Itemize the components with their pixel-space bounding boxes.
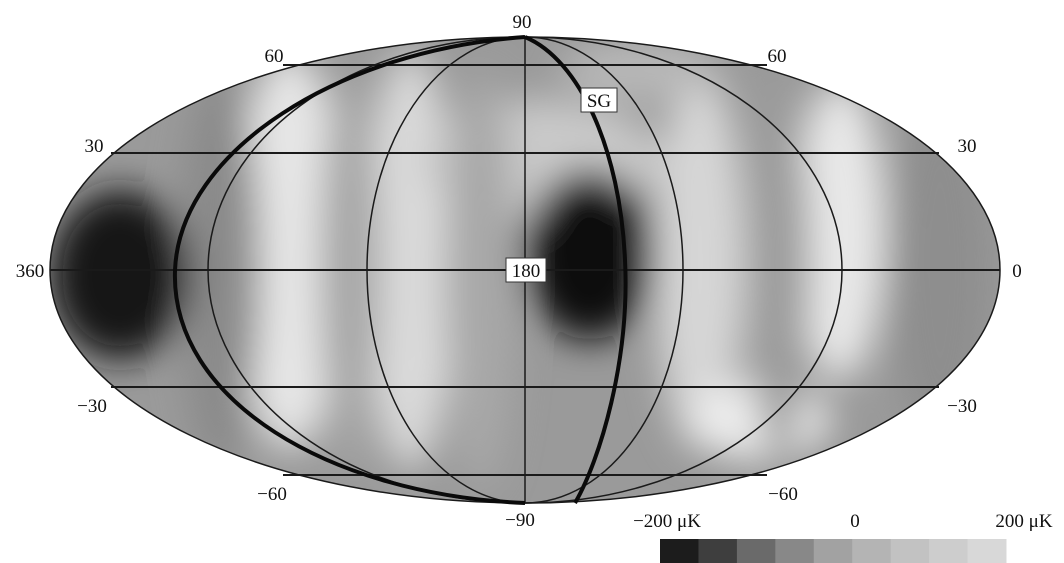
colorbar-swatch <box>929 539 969 563</box>
colorbar-min-label: −200 μK <box>633 511 701 532</box>
lat-label-minus-60-right: −60 <box>768 484 798 505</box>
colorbar-swatch <box>890 539 930 563</box>
supergalactic-plane <box>172 35 628 505</box>
left-edge-label: 360 <box>16 261 45 282</box>
center-label: 180 <box>512 261 541 282</box>
colorbar-max-label: 200 μK <box>995 511 1052 532</box>
sg-label-box: SG <box>580 87 618 113</box>
colorbar-swatch <box>775 539 815 563</box>
center-label-box: 180 <box>505 257 547 283</box>
lat-label-30-left: 30 <box>85 136 104 157</box>
bottom-pole-label: −90 <box>505 510 535 531</box>
colorbar-swatches <box>660 539 1007 563</box>
lat-label-minus-30-right: −30 <box>947 396 977 417</box>
right-edge-label: 0 <box>1012 261 1022 282</box>
colorbar-swatch <box>660 539 699 563</box>
lat-label-60-right: 60 <box>768 46 787 67</box>
colorbar: −200 μK 0 200 μK <box>633 511 1053 563</box>
lat-label-30-right: 30 <box>958 136 977 157</box>
lat-label-minus-30-left: −30 <box>77 396 107 417</box>
colorbar-swatch <box>736 539 776 563</box>
colorbar-swatch <box>967 539 1007 563</box>
colorbar-swatch <box>852 539 892 563</box>
colorbar-swatch <box>813 539 853 563</box>
colorbar-mid-label: 0 <box>850 511 860 532</box>
lat-label-minus-60-left: −60 <box>257 484 287 505</box>
sg-label: SG <box>587 91 612 112</box>
top-pole-label: 90 <box>513 12 532 33</box>
colorbar-swatch <box>698 539 738 563</box>
lat-label-60-left: 60 <box>265 46 284 67</box>
